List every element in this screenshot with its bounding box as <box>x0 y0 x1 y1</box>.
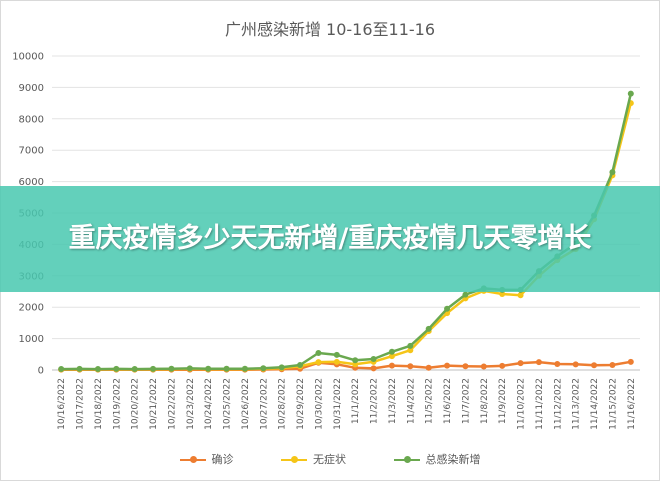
data-point <box>591 362 598 369</box>
legend-item-asymptomatic: 无症状 <box>281 451 346 467</box>
data-point <box>113 365 120 372</box>
x-tick-label: 11/8/2022 <box>480 378 490 424</box>
data-point <box>609 169 616 176</box>
x-tick-label: 10/19/2022 <box>112 378 122 430</box>
data-point <box>333 351 340 358</box>
x-tick-label: 10/20/2022 <box>131 378 141 430</box>
x-tick-label: 10/22/2022 <box>167 378 177 430</box>
x-tick-label: 11/2/2022 <box>370 378 380 424</box>
data-point <box>425 325 432 332</box>
data-point <box>444 305 451 312</box>
x-tick-label: 10/16/2022 <box>57 378 67 430</box>
legend-item-total: 总感染新增 <box>393 451 481 467</box>
x-tick-label: 11/13/2022 <box>572 378 582 430</box>
legend-swatch-confirmed <box>179 456 206 463</box>
legend-swatch-asymptomatic <box>281 456 307 463</box>
data-point <box>517 360 524 367</box>
data-point <box>627 358 634 365</box>
data-point <box>58 366 65 373</box>
x-tick-label: 10/21/2022 <box>149 378 159 430</box>
legend-swatch-total <box>393 456 420 463</box>
x-tick-label: 11/10/2022 <box>517 378 527 430</box>
x-tick-label: 10/28/2022 <box>278 378 288 430</box>
x-tick-label: 11/4/2022 <box>406 378 416 424</box>
data-point <box>388 353 395 360</box>
y-tick-label: 1000 <box>19 334 44 345</box>
data-point <box>315 359 322 366</box>
x-tick-label: 10/18/2022 <box>94 378 104 430</box>
data-point <box>150 365 157 372</box>
chart-legend: 确诊 无症状 总感染新增 <box>0 451 660 467</box>
y-tick-label: 0 <box>38 366 44 377</box>
data-point <box>627 90 634 97</box>
data-point <box>388 348 395 355</box>
data-point <box>260 365 267 372</box>
x-tick-label: 11/1/2022 <box>351 378 361 424</box>
data-point <box>131 366 138 373</box>
x-tick-label: 11/15/2022 <box>608 378 618 430</box>
data-point <box>462 291 469 298</box>
x-tick-label: 10/27/2022 <box>259 378 269 430</box>
x-tick-label: 11/16/2022 <box>627 378 637 430</box>
x-tick-label: 11/9/2022 <box>498 378 508 424</box>
x-tick-label: 10/29/2022 <box>296 378 306 430</box>
data-point <box>76 365 83 372</box>
data-point <box>315 350 322 357</box>
data-point <box>407 342 414 349</box>
x-tick-label: 10/25/2022 <box>223 378 233 430</box>
x-tick-label: 11/6/2022 <box>443 378 453 424</box>
headline-banner: 重庆疫情多少天无新增/重庆疫情几天零增长 <box>0 186 660 292</box>
data-point <box>186 365 193 372</box>
headline-text[interactable]: 重庆疫情多少天无新增/重庆疫情几天零增长 <box>68 223 592 254</box>
legend-label-asymptomatic: 无症状 <box>313 453 346 466</box>
data-point <box>241 365 248 372</box>
x-tick-label: 10/17/2022 <box>76 378 86 430</box>
x-tick-label: 11/3/2022 <box>388 378 398 424</box>
data-point <box>94 366 101 373</box>
x-tick-label: 10/31/2022 <box>333 378 343 430</box>
data-point <box>425 364 432 371</box>
data-point <box>278 364 285 371</box>
legend-label-confirmed: 确诊 <box>211 453 234 466</box>
x-tick-label: 11/7/2022 <box>461 378 471 424</box>
legend-item-confirmed: 确诊 <box>179 451 234 467</box>
data-point <box>517 292 524 299</box>
x-tick-label: 10/23/2022 <box>186 378 196 430</box>
y-tick-label: 9000 <box>19 83 44 94</box>
data-point <box>444 362 451 369</box>
data-point <box>407 363 414 370</box>
x-tick-label: 11/11/2022 <box>535 378 545 430</box>
data-point <box>352 357 359 364</box>
x-tick-label: 10/30/2022 <box>314 378 324 430</box>
data-point <box>407 347 414 354</box>
chart-title: 广州感染新增 10-16至11-16 <box>224 20 436 39</box>
data-point <box>297 361 304 368</box>
y-tick-label: 10000 <box>12 52 44 63</box>
data-point <box>333 358 340 365</box>
data-point <box>499 362 506 369</box>
legend-label-total: 总感染新增 <box>425 453 481 466</box>
y-tick-label: 2000 <box>19 303 44 314</box>
x-tick-label: 11/14/2022 <box>590 378 600 430</box>
x-tick-label: 10/24/2022 <box>204 378 214 430</box>
data-point <box>223 365 230 372</box>
data-point <box>480 363 487 370</box>
data-point <box>535 359 542 366</box>
x-tick-label: 11/12/2022 <box>553 378 563 430</box>
y-tick-label: 8000 <box>19 114 44 125</box>
data-point <box>370 365 377 372</box>
data-point <box>609 361 616 368</box>
y-tick-label: 7000 <box>19 146 44 157</box>
x-tick-label: 10/26/2022 <box>241 378 251 430</box>
x-tick-label: 11/5/2022 <box>425 378 435 424</box>
y-tick-label: 6000 <box>19 177 44 188</box>
data-point <box>572 361 579 368</box>
data-point <box>205 365 212 372</box>
data-point <box>462 363 469 370</box>
data-point <box>168 365 175 372</box>
data-point <box>554 361 561 368</box>
data-point <box>370 356 377 363</box>
data-point <box>388 362 395 369</box>
